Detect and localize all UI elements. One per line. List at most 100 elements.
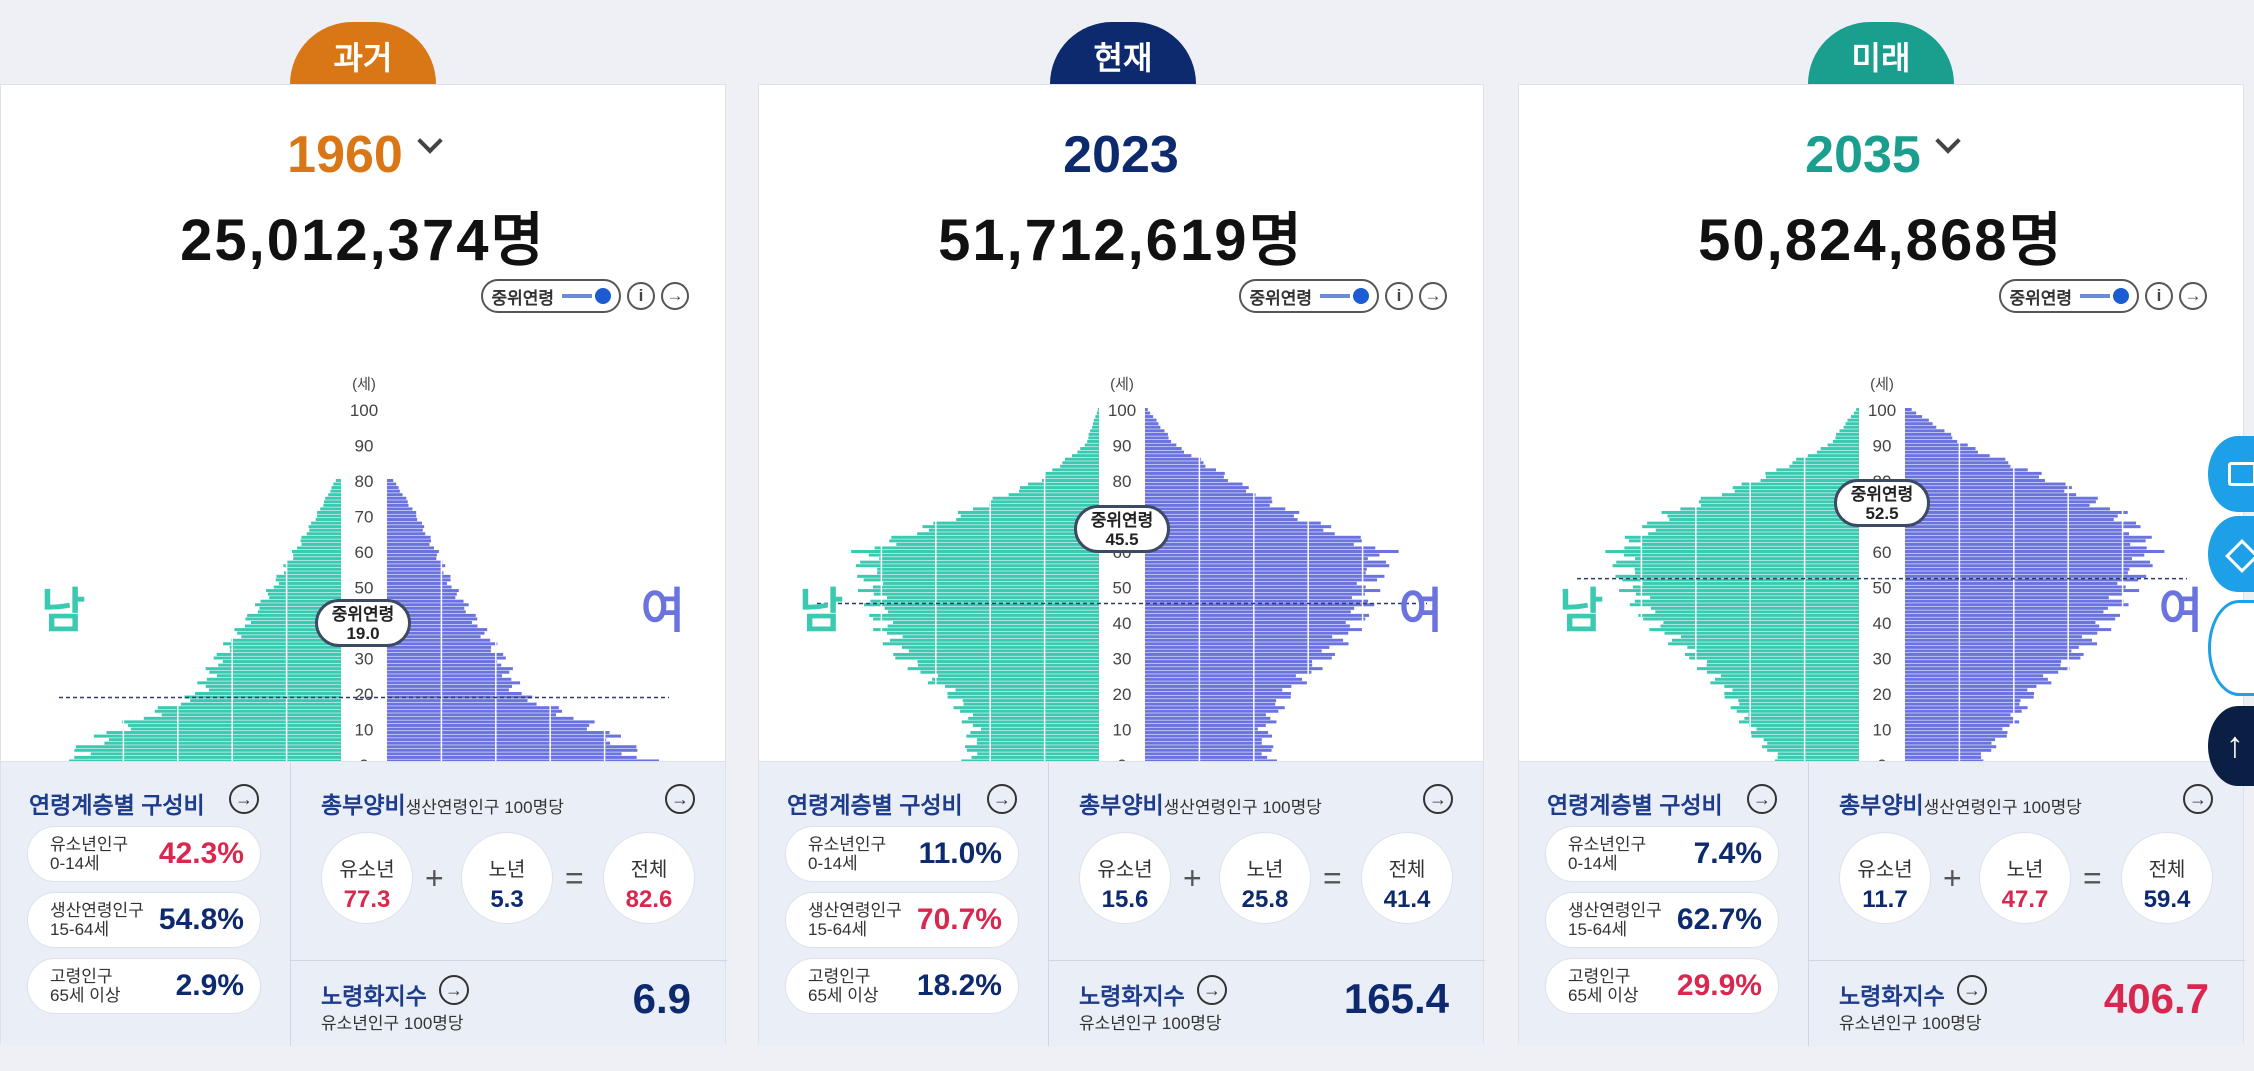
male-bar (1835, 436, 1859, 440)
arrow-right-icon[interactable]: → (661, 282, 689, 310)
chart-view-button[interactable] (2208, 436, 2254, 512)
female-bar (1905, 493, 2077, 497)
year-selector[interactable]: 1960 (1, 125, 725, 185)
male-bar (1720, 674, 1859, 678)
male-bar (1616, 560, 1859, 564)
female-bar (1905, 731, 2008, 735)
male-bar (887, 631, 1099, 635)
tab-past[interactable]: 과거 (290, 22, 436, 84)
female-bar (1905, 695, 2034, 699)
median-toggle[interactable]: 중위연령 (1999, 279, 2139, 313)
total-population: 25,012,374명 (180, 208, 546, 273)
age-tick-label: 60 (1873, 543, 1892, 562)
arrow-right-icon[interactable]: → (1419, 282, 1447, 310)
year-selector[interactable]: 2035 (1519, 125, 2243, 185)
slider-control[interactable] (2208, 600, 2254, 696)
female-bar (1145, 457, 1201, 461)
female-bar (387, 574, 451, 578)
female-bar (1145, 503, 1270, 507)
female-bar (387, 546, 434, 550)
arrow-right-icon[interactable]: → (2183, 784, 2213, 814)
female-bar (1905, 571, 2128, 575)
arrow-right-icon[interactable]: → (229, 784, 259, 814)
male-bar (301, 535, 341, 539)
female-bar (387, 550, 439, 553)
male-bar (1706, 670, 1859, 674)
female-bar (1145, 546, 1376, 550)
female-bar (387, 617, 478, 621)
female-bar (1145, 631, 1349, 635)
female-bar (387, 720, 595, 724)
male-bar (1700, 496, 1859, 500)
scroll-top-button[interactable]: ↑ (2208, 706, 2254, 786)
female-bar (1905, 461, 2009, 465)
female-bar (1905, 610, 2104, 614)
male-bar (209, 688, 341, 692)
male-bar (961, 720, 1099, 724)
arrow-right-icon[interactable]: → (987, 784, 1017, 814)
arrow-right-icon[interactable]: → (665, 784, 695, 814)
arrow-right-icon[interactable]: → (439, 975, 469, 1005)
arrow-right-icon[interactable]: → (1957, 975, 1987, 1005)
female-bar (1145, 436, 1169, 440)
male-bar (1661, 510, 1859, 514)
male-bar (1045, 471, 1099, 475)
male-bar (1669, 518, 1859, 522)
male-bar (121, 720, 342, 724)
layers-icon (2225, 539, 2254, 573)
tab-future[interactable]: 미래 (1808, 22, 1954, 84)
arrow-right-icon[interactable]: → (2179, 282, 2207, 310)
arrow-right-icon[interactable]: → (1197, 975, 1227, 1005)
male-bar (90, 752, 341, 756)
layers-button[interactable] (2208, 516, 2254, 592)
dep-youth-circle: 유소년 77.3 (321, 832, 413, 924)
male-bar (1696, 667, 1859, 671)
male-bar (255, 603, 341, 607)
male-bar (1736, 709, 1859, 713)
female-bar (1145, 621, 1346, 624)
male-bar (1052, 468, 1099, 472)
median-toggle[interactable]: 중위연령 (1239, 279, 1379, 313)
male-bar (247, 613, 341, 617)
median-toggle[interactable]: 중위연령 (481, 279, 621, 313)
male-bar (1820, 447, 1859, 451)
female-bar (1905, 741, 1992, 745)
female-bar (1905, 745, 1997, 749)
female-bar (1905, 567, 2130, 571)
female-bar (387, 564, 446, 568)
female-bar (387, 699, 528, 703)
male-bar (197, 681, 341, 685)
info-icon[interactable]: i (627, 282, 655, 310)
male-bar (1649, 628, 1859, 632)
tab-present[interactable]: 현재 (1050, 22, 1196, 84)
male-bar (1839, 429, 1859, 433)
female-bar (1145, 415, 1154, 419)
male-bar (1850, 415, 1859, 419)
chevron-down-icon[interactable] (1935, 128, 1961, 154)
male-bar (873, 592, 1099, 596)
female-bar (1145, 589, 1381, 593)
female-bar (1145, 677, 1303, 681)
female-bar (387, 532, 426, 536)
info-icon[interactable]: i (1385, 282, 1413, 310)
female-bar (1905, 706, 2028, 710)
male-bar (328, 493, 341, 497)
arrow-right-icon[interactable]: → (1747, 784, 1777, 814)
info-icon[interactable]: i (2145, 282, 2173, 310)
female-bar (1145, 681, 1307, 685)
composition-title: 연령계층별 구성비 (1547, 792, 1723, 818)
chevron-down-icon[interactable] (417, 128, 443, 154)
female-bar (387, 503, 409, 507)
male-bar (293, 557, 341, 561)
female-bar (387, 603, 469, 607)
female-bar (387, 663, 502, 667)
male-bar (1605, 550, 1859, 553)
male-bar (851, 550, 1099, 553)
female-bar (1145, 510, 1300, 514)
female-bar (387, 500, 408, 504)
male-bar (895, 656, 1099, 660)
female-bar (1905, 621, 2096, 624)
male-bar (69, 759, 341, 763)
arrow-right-icon[interactable]: → (1423, 784, 1453, 814)
female-bar (387, 528, 423, 532)
